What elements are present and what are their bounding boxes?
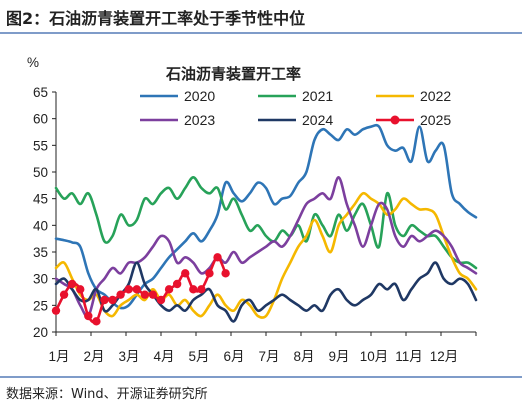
x-tick-label: 4月 <box>153 349 174 364</box>
series-line-2025 <box>54 256 227 324</box>
legend: 2020 2021 2022 2023 2024 2025 <box>140 88 451 128</box>
series-line-2022 <box>54 191 478 319</box>
data-point-2025 <box>148 290 158 299</box>
data-point-2025 <box>116 290 125 299</box>
x-tick-label: 8月 <box>293 349 314 364</box>
data-point-2025 <box>76 285 85 294</box>
data-point-2025 <box>59 290 69 299</box>
data-point-2025 <box>100 295 109 305</box>
figure-title: 图2：石油沥青装置开工率处于季节性中位 <box>6 9 306 28</box>
data-point-2025 <box>67 279 77 289</box>
source-note: 数据来源：Wind、开源证券研究所 <box>6 387 208 402</box>
bottom-divider <box>0 376 522 378</box>
data-point-2025 <box>172 279 182 289</box>
data-point-2025 <box>156 295 166 305</box>
x-tick-label: 3月 <box>118 349 139 364</box>
series-line-2023 <box>54 176 478 318</box>
top-divider <box>0 32 522 34</box>
x-tick-label: 7月 <box>258 349 279 364</box>
y-tick-label: 55 <box>33 138 48 153</box>
y-axis-unit: % <box>27 55 39 70</box>
y-tick-label: 30 <box>33 272 48 287</box>
legend-label-2020: 2020 <box>184 88 215 104</box>
legend-label-2022: 2022 <box>420 88 451 104</box>
legend-label-2021: 2021 <box>302 88 333 104</box>
y-tick-label: 25 <box>33 298 48 313</box>
x-tick-label: 10月 <box>360 349 389 364</box>
y-tick-label: 35 <box>33 245 48 260</box>
data-point-2025 <box>189 285 198 294</box>
data-point-2025 <box>205 269 214 278</box>
data-point-2025 <box>164 285 174 294</box>
y-tick-label: 20 <box>33 325 48 340</box>
x-tick-label: 9月 <box>328 349 349 364</box>
data-point-2025 <box>132 285 141 294</box>
y-tick-label: 60 <box>33 112 48 127</box>
series-layer <box>51 123 478 326</box>
x-tick-label: 6月 <box>223 349 244 364</box>
data-point-2025 <box>84 311 93 321</box>
legend-marker-2025 <box>390 115 400 125</box>
data-point-2025 <box>108 295 117 305</box>
x-tick-label: 2月 <box>83 349 104 364</box>
data-point-2025 <box>181 269 190 278</box>
x-tick-label: 5月 <box>188 349 209 364</box>
data-point-2025 <box>124 285 133 294</box>
data-point-2025 <box>140 290 150 299</box>
x-tick-label: 12月 <box>430 349 459 364</box>
x-tick-label: 11月 <box>395 349 423 364</box>
legend-label-2024: 2024 <box>302 112 333 128</box>
x-ticks: 1月 2月 3月 4月 5月 6月 7月 8月 9月 10月 11月 12月 <box>48 332 477 364</box>
data-point-2025 <box>197 285 206 294</box>
x-tick-label: 1月 <box>48 349 69 364</box>
y-tick-label: 50 <box>33 165 48 180</box>
legend-label-2023: 2023 <box>184 112 215 128</box>
data-point-2025 <box>221 269 230 278</box>
chart-title: 石油沥青装置开工率 <box>165 65 301 83</box>
y-tick-label: 45 <box>33 192 48 207</box>
y-tick-label: 65 <box>33 85 48 100</box>
legend-label-2025: 2025 <box>420 112 451 128</box>
data-point-2025 <box>213 253 222 262</box>
y-ticks: 20 25 30 35 40 45 50 55 60 65 <box>33 85 56 340</box>
series-line-2021 <box>54 176 478 270</box>
figure-header: 图2：石油沥青装置开工率处于季节性中位 <box>0 0 522 32</box>
y-tick-label: 40 <box>33 218 48 233</box>
series-line-2020 <box>54 123 478 310</box>
data-point-2025 <box>92 317 101 326</box>
data-point-2025 <box>51 306 61 315</box>
